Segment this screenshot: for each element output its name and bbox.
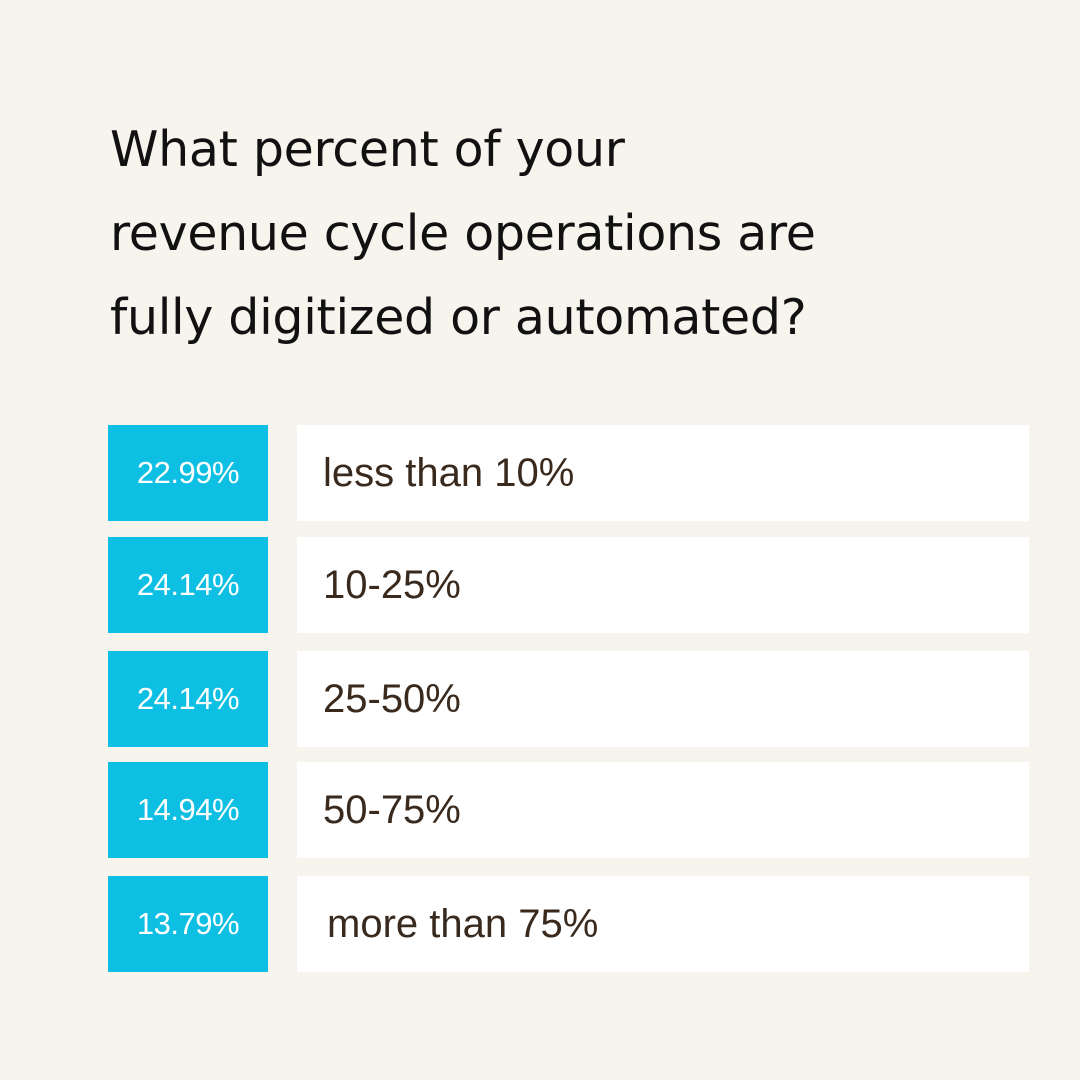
result-row: 24.14% 25-50%	[108, 651, 1029, 747]
answer-box: 25-50%	[297, 651, 1029, 747]
result-row: 14.94% 50-75%	[108, 762, 1029, 858]
result-row: 22.99% less than 10%	[108, 425, 1029, 521]
question-title: What percent of your revenue cycle opera…	[110, 108, 970, 360]
answer-box: 10-25%	[297, 537, 1029, 633]
percent-badge: 14.94%	[108, 762, 268, 858]
percent-badge: 24.14%	[108, 651, 268, 747]
question-line-3: fully digitized or automated?	[110, 289, 807, 346]
answer-label: 10-25%	[323, 563, 461, 607]
answer-label: 25-50%	[323, 677, 461, 721]
percent-badge: 13.79%	[108, 876, 268, 972]
percent-badge: 22.99%	[108, 425, 268, 521]
question-line-2: revenue cycle operations are	[110, 205, 816, 262]
percent-badge: 24.14%	[108, 537, 268, 633]
answer-box: less than 10%	[297, 425, 1029, 521]
result-row: 13.79% more than 75%	[108, 876, 1029, 972]
answer-label: more than 75%	[327, 902, 599, 946]
answer-label: 50-75%	[323, 788, 461, 832]
answer-box: 50-75%	[297, 762, 1029, 858]
question-line-1: What percent of your	[110, 121, 625, 178]
answer-box: more than 75%	[297, 876, 1029, 972]
result-row: 24.14% 10-25%	[108, 537, 1029, 633]
answer-label: less than 10%	[323, 451, 575, 495]
